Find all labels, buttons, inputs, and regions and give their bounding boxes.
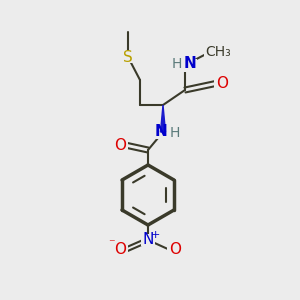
Text: H: H [172,57,182,71]
Text: O: O [169,242,181,257]
FancyBboxPatch shape [112,139,128,151]
Text: O: O [216,76,228,91]
Text: +: + [150,230,160,240]
Text: N: N [142,232,154,247]
Text: ⁻: ⁻ [108,238,114,250]
FancyBboxPatch shape [169,58,197,71]
Text: N: N [184,56,196,71]
Text: O: O [114,242,126,257]
FancyBboxPatch shape [155,125,183,139]
Text: H: H [170,126,180,140]
Text: N: N [154,124,167,140]
FancyBboxPatch shape [167,244,183,256]
Text: CH₃: CH₃ [205,45,231,59]
FancyBboxPatch shape [112,244,128,256]
Polygon shape [160,105,166,132]
FancyBboxPatch shape [204,46,232,58]
FancyBboxPatch shape [141,234,155,246]
Text: O: O [114,137,126,152]
FancyBboxPatch shape [214,77,230,89]
FancyBboxPatch shape [121,51,135,63]
Text: S: S [123,50,133,64]
